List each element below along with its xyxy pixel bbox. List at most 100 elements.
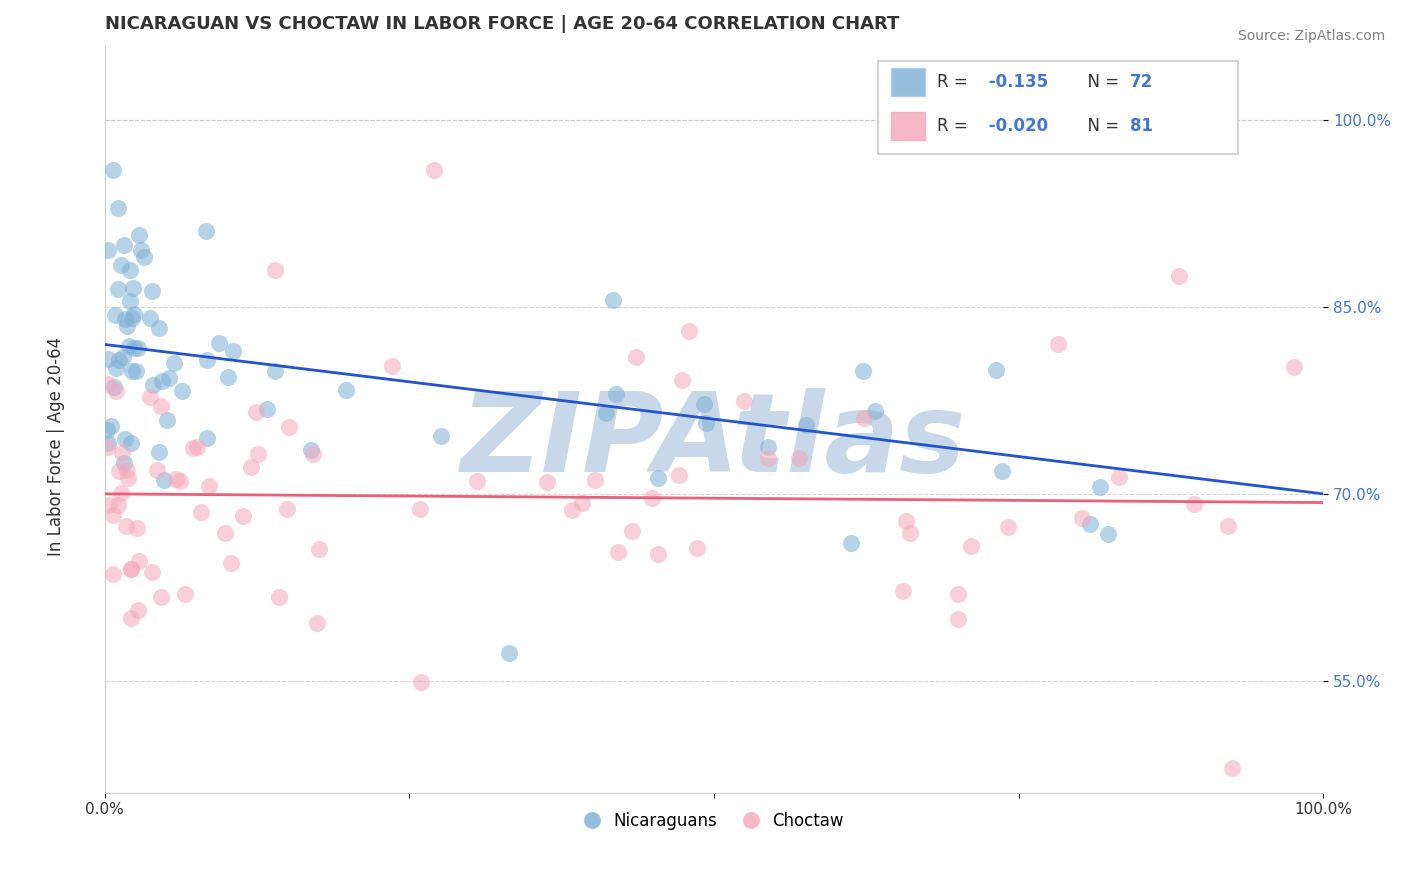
Point <box>1078 517 1101 532</box>
Point <box>142 378 165 392</box>
Point <box>117 318 139 333</box>
Point <box>605 387 627 401</box>
Point <box>127 521 149 535</box>
Text: -0.020: -0.020 <box>983 117 1049 135</box>
Point <box>112 455 135 469</box>
Point <box>302 447 325 461</box>
Point <box>101 566 124 581</box>
Point <box>97 243 120 257</box>
Point <box>1168 268 1191 283</box>
Point <box>1182 497 1205 511</box>
Point <box>217 370 239 384</box>
Point <box>756 440 779 454</box>
Point <box>693 397 716 411</box>
Point <box>100 419 122 434</box>
Point <box>997 520 1019 534</box>
Point <box>465 475 488 489</box>
Legend: Nicaraguans, Choctaw: Nicaraguans, Choctaw <box>578 805 851 837</box>
Point <box>157 371 180 385</box>
Point <box>97 352 120 367</box>
Text: In Labor Force | Age 20-64: In Labor Force | Age 20-64 <box>48 336 65 556</box>
Point <box>150 374 173 388</box>
Point <box>120 611 142 625</box>
Point <box>409 674 432 689</box>
Point <box>267 590 290 604</box>
Point <box>276 502 298 516</box>
Point <box>561 503 583 517</box>
Point <box>120 561 142 575</box>
Point <box>498 646 520 660</box>
Point <box>103 508 125 522</box>
Point <box>381 359 404 374</box>
Point <box>139 311 162 326</box>
Point <box>946 587 969 601</box>
Point <box>839 535 862 549</box>
Point <box>602 293 624 307</box>
Bar <box>890 112 925 140</box>
FancyBboxPatch shape <box>879 61 1237 154</box>
Point <box>606 545 628 559</box>
Point <box>756 451 779 466</box>
Point <box>96 423 118 437</box>
Point <box>117 471 139 485</box>
Text: 72: 72 <box>1129 73 1153 91</box>
Text: ZIPAtlas: ZIPAtlas <box>461 388 967 495</box>
Point <box>120 562 142 576</box>
Point <box>107 201 129 215</box>
Point <box>264 364 287 378</box>
Point <box>132 250 155 264</box>
Point <box>169 474 191 488</box>
Point <box>240 459 263 474</box>
Point <box>186 440 208 454</box>
Text: 81: 81 <box>1129 117 1153 135</box>
Point <box>1088 480 1111 494</box>
Point <box>107 498 129 512</box>
Point <box>163 355 186 369</box>
Point <box>789 450 811 465</box>
Point <box>110 486 132 500</box>
Point <box>127 342 149 356</box>
Point <box>128 227 150 242</box>
Text: N =: N = <box>1077 73 1125 91</box>
Point <box>114 433 136 447</box>
Point <box>129 243 152 257</box>
Point <box>647 471 669 485</box>
Point <box>585 473 607 487</box>
Point <box>150 590 173 604</box>
Point <box>671 373 693 387</box>
Point <box>111 446 134 460</box>
Point <box>181 441 204 455</box>
Point <box>641 491 664 505</box>
Point <box>121 364 143 378</box>
Point <box>232 509 254 524</box>
Point <box>733 394 755 409</box>
Point <box>128 554 150 568</box>
Point <box>124 341 146 355</box>
Point <box>195 432 218 446</box>
Text: R =: R = <box>936 73 973 91</box>
Point <box>794 417 817 432</box>
Point <box>1097 527 1119 541</box>
Point <box>114 519 136 533</box>
Point <box>101 163 124 178</box>
Point <box>97 436 120 450</box>
Point <box>141 565 163 579</box>
Point <box>156 412 179 426</box>
Point <box>430 428 453 442</box>
Point <box>112 238 135 252</box>
Point <box>194 224 217 238</box>
Point <box>853 411 876 425</box>
Point <box>624 351 647 365</box>
Point <box>214 526 236 541</box>
Point <box>208 336 231 351</box>
Text: -0.135: -0.135 <box>983 73 1049 91</box>
Point <box>97 377 120 392</box>
Point <box>221 344 243 359</box>
Point <box>120 262 142 277</box>
Point <box>984 363 1007 377</box>
Point <box>153 473 176 487</box>
Point <box>246 447 269 461</box>
Point <box>148 445 170 459</box>
Point <box>122 308 145 322</box>
Point <box>245 405 267 419</box>
